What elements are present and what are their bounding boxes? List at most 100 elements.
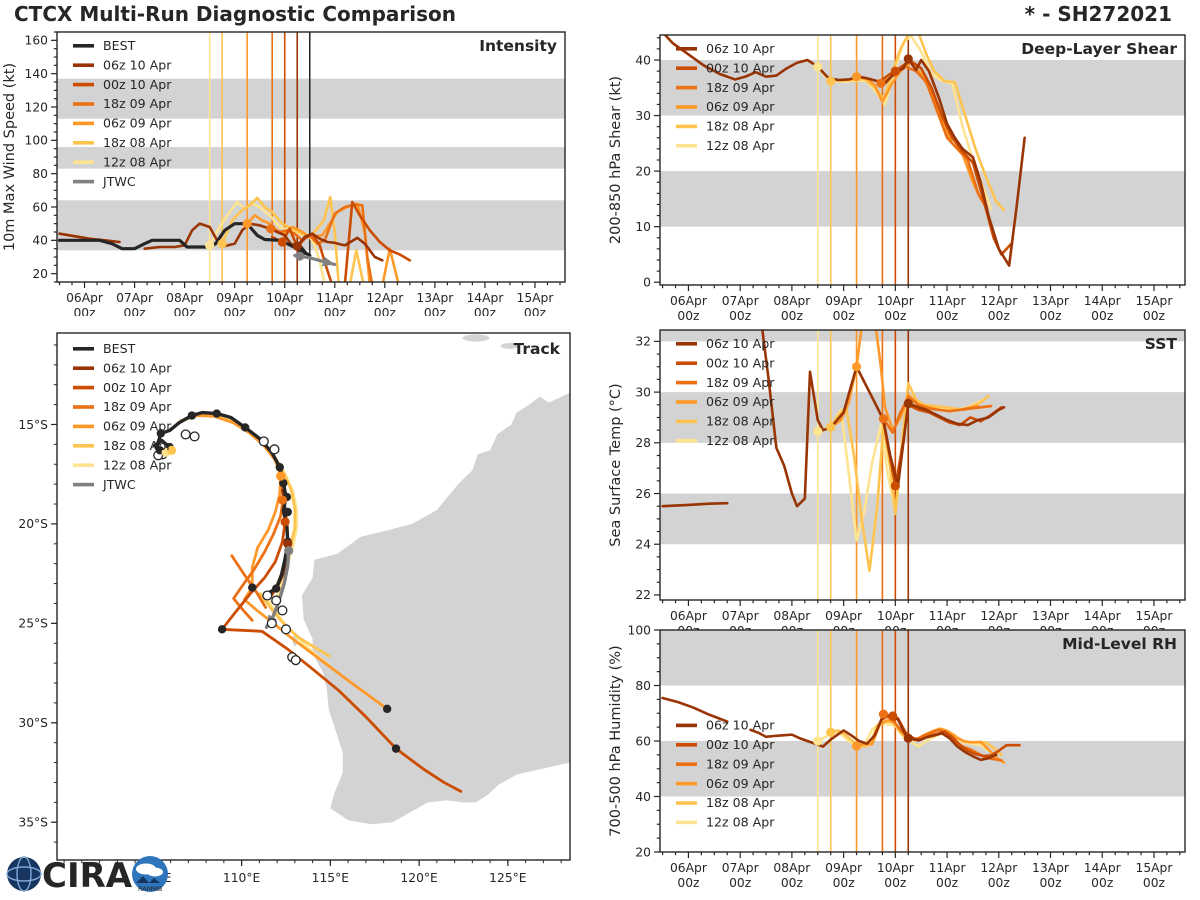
x-tick-label: 11Apr <box>316 291 354 305</box>
legend-swatch-r18z09 <box>676 85 697 90</box>
storm-id-label: * - SH272021 <box>1024 2 1172 26</box>
y-tick-label: 30 <box>635 109 651 123</box>
y-tick-label: 100 <box>25 134 48 148</box>
x-tick-sublabel: 00z <box>729 876 751 890</box>
sst-plot-area <box>660 330 1185 600</box>
legend-label-r18z08: 18z 08 Apr <box>103 135 172 150</box>
legend-label-r06z09: 06z 09 Apr <box>103 116 172 131</box>
legend-label-r00z10: 00z 10 Apr <box>706 60 775 75</box>
init-marker-r12z08 <box>813 426 823 437</box>
sst-title: SST <box>1145 335 1178 353</box>
x-tick-sublabel: 00z <box>781 624 803 634</box>
x-tick-sublabel: 00z <box>988 309 1010 322</box>
x-tick-label: 14Apr <box>466 291 504 305</box>
position-circle-12z <box>271 595 282 606</box>
legend-swatch-r12z08 <box>73 463 94 467</box>
x-tick-sublabel: 00z <box>936 876 958 890</box>
track-init-dot-jtwc <box>284 546 294 556</box>
legend-label-r18z09: 18z 09 Apr <box>103 399 172 414</box>
legend-swatch-best <box>73 347 94 351</box>
track-init-dot-r06z10 <box>283 539 293 549</box>
lat-tick-label: 20°S <box>18 517 48 531</box>
x-tick-label: 06Apr <box>670 294 708 308</box>
intensity-category-band <box>57 147 565 169</box>
legend-swatch-r06z10 <box>676 342 697 346</box>
legend: 06z 10 Apr 00z 10 Apr 18z 09 Apr 06z 09 Apr… <box>676 336 775 448</box>
page-title: CTCX Multi-Run Diagnostic Comparison <box>14 2 456 26</box>
legend-swatch-r18z08 <box>73 141 94 145</box>
legend-label-r12z08: 12z 08 Apr <box>706 138 775 153</box>
x-tick-label: 15Apr <box>1136 861 1174 875</box>
x-tick-sublabel: 00z <box>1039 876 1061 890</box>
legend-label-r06z10: 06z 10 Apr <box>103 57 172 72</box>
position-circle-12z <box>258 436 269 447</box>
x-tick-label: 13Apr <box>1032 609 1070 623</box>
x-tick-label: 15Apr <box>517 291 555 305</box>
legend-label-r18z08: 18z 08 Apr <box>706 795 775 810</box>
intensity-plot-area <box>57 32 565 282</box>
x-tick-label: 09Apr <box>825 861 863 875</box>
rh-y-axis-title: 700-500 hPa Humidity (%) <box>608 645 624 836</box>
sst-axes-frame <box>659 329 1186 601</box>
legend-swatch-r06z09 <box>73 424 94 429</box>
y-tick-label: 120 <box>25 100 48 114</box>
x-tick-sublabel: 00z <box>1091 309 1113 322</box>
legend-label-r06z09: 06z 09 Apr <box>706 99 775 114</box>
x-tick-label: 07Apr <box>722 861 760 875</box>
legend-label-r06z10: 06z 10 Apr <box>103 360 172 375</box>
legend-label-r18z08: 18z 08 Apr <box>103 438 172 453</box>
rh-plot-area <box>660 630 1185 852</box>
x-tick-label: 12Apr <box>980 861 1018 875</box>
rh-category-band <box>660 741 1185 797</box>
x-tick-label: 08Apr <box>773 609 811 623</box>
series-r06z10 <box>661 330 1006 508</box>
legend-swatch-r06z10 <box>676 723 697 728</box>
rammb-text: RAMMB <box>138 885 162 893</box>
x-tick-label: 10Apr <box>266 291 304 305</box>
init-marker-r06z10 <box>903 398 913 409</box>
legend-swatch-r06z09 <box>676 781 697 786</box>
legend-label-r18z09: 18z 09 Apr <box>103 96 172 111</box>
init-marker-r06z10 <box>903 54 913 64</box>
x-tick-sublabel: 00z <box>1143 309 1165 322</box>
track-panel: 105°E110°E115°E120°E125°E15°S20°S25°S30°… <box>18 332 571 885</box>
y-tick-label: 10 <box>635 220 651 234</box>
x-tick-label: 06Apr <box>670 609 708 623</box>
x-tick-label: 09Apr <box>216 291 254 305</box>
legend-swatch-r18z08 <box>676 124 697 129</box>
legend-swatch-jtwc <box>73 482 94 487</box>
init-marker-r18z09 <box>876 78 886 88</box>
legend-swatch-r18z08 <box>676 801 697 805</box>
x-tick-label: 06Apr <box>66 291 104 305</box>
position-dot-00z <box>391 744 401 753</box>
x-tick-sublabel: 00z <box>936 624 958 634</box>
y-tick-label: 20 <box>32 267 48 281</box>
x-tick-sublabel: 00z <box>374 306 396 316</box>
x-tick-sublabel: 00z <box>988 876 1010 890</box>
sst-category-band <box>660 493 1185 545</box>
legend-label-r00z10: 00z 10 Apr <box>706 737 775 752</box>
legend-swatch-r18z09 <box>73 102 94 106</box>
x-tick-sublabel: 00z <box>729 624 751 634</box>
x-tick-label: 12Apr <box>980 294 1018 308</box>
x-tick-sublabel: 00z <box>124 306 146 316</box>
legend-swatch-r00z10 <box>73 385 94 390</box>
x-tick-label: 11Apr <box>929 861 967 875</box>
series-r18z09 <box>882 395 993 434</box>
x-tick-sublabel: 00z <box>781 876 803 890</box>
x-tick-sublabel: 00z <box>781 309 803 322</box>
y-tick-label: 20 <box>635 845 651 859</box>
position-dot-00z <box>279 478 288 488</box>
legend-swatch-r06z10 <box>73 366 94 370</box>
intensity-title: Intensity <box>479 37 557 55</box>
x-tick-label: 14Apr <box>1084 294 1122 308</box>
y-tick-label: 20 <box>635 164 651 178</box>
shear-plot-area <box>660 35 1185 285</box>
sst-category-band <box>660 330 1185 342</box>
x-tick-label: 15Apr <box>1136 609 1174 623</box>
rh-title: Mid-Level RH <box>1062 635 1177 653</box>
y-tick-label: 22 <box>635 588 651 602</box>
x-tick-label: 12Apr <box>366 291 404 305</box>
legend-swatch-r06z09 <box>73 121 94 126</box>
